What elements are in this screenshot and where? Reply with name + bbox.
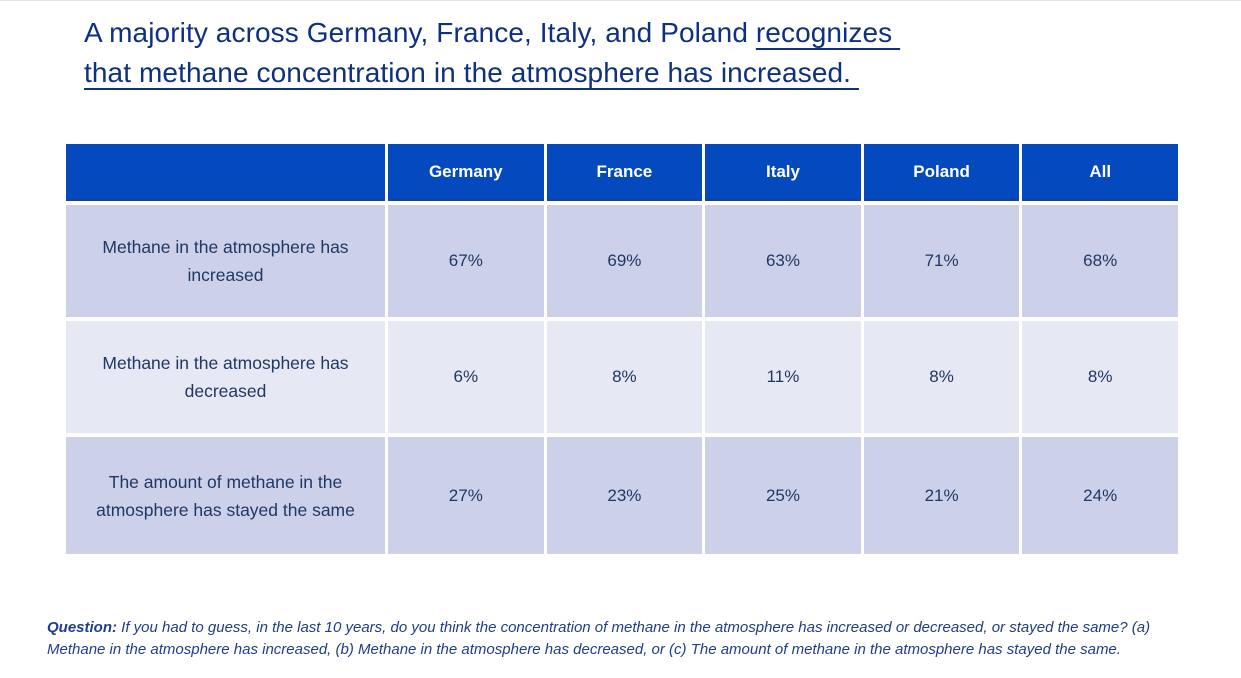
column-header-italy: Italy [705,144,861,201]
title-text-underlined-line2: that methane concentration in the atmosp… [84,57,859,88]
title-text-underlined-line1: recognizes [755,17,901,48]
title-text-plain: A majority across Germany, France, Italy… [84,17,756,48]
value-decreased-germany: 6% [388,321,544,433]
value-increased-all: 68% [1022,205,1178,317]
slide-title: A majority across Germany, France, Italy… [84,13,1084,93]
row-label-decreased: Methane in the atmosphere has decreased [66,321,385,433]
value-stayed-italy: 25% [705,437,861,554]
question-text: If you had to guess, in the last 10 year… [47,619,1151,658]
column-header-all: All [1022,144,1178,201]
value-increased-poland: 71% [863,205,1020,317]
question-footnote: Question: If you had to guess, in the la… [47,617,1183,661]
value-stayed-france: 23% [546,437,703,554]
table-corner-cell [66,144,385,201]
value-stayed-germany: 27% [388,437,544,554]
column-header-poland: Poland [863,144,1020,201]
value-increased-france: 69% [546,205,703,317]
value-increased-italy: 63% [705,205,861,317]
value-decreased-poland: 8% [863,321,1020,433]
value-decreased-italy: 11% [705,321,861,433]
value-decreased-france: 8% [546,321,703,433]
survey-table: Germany France Italy Poland All Methane … [66,144,1178,554]
value-decreased-all: 8% [1022,321,1178,433]
question-label: Question: [47,619,117,636]
value-increased-germany: 67% [388,205,544,317]
row-label-increased: Methane in the atmosphere has increased [66,205,385,317]
column-header-france: France [546,144,703,201]
row-label-stayed-same: The amount of methane in the atmosphere … [66,437,385,554]
value-stayed-poland: 21% [863,437,1020,554]
column-header-germany: Germany [388,144,544,201]
value-stayed-all: 24% [1022,437,1178,554]
